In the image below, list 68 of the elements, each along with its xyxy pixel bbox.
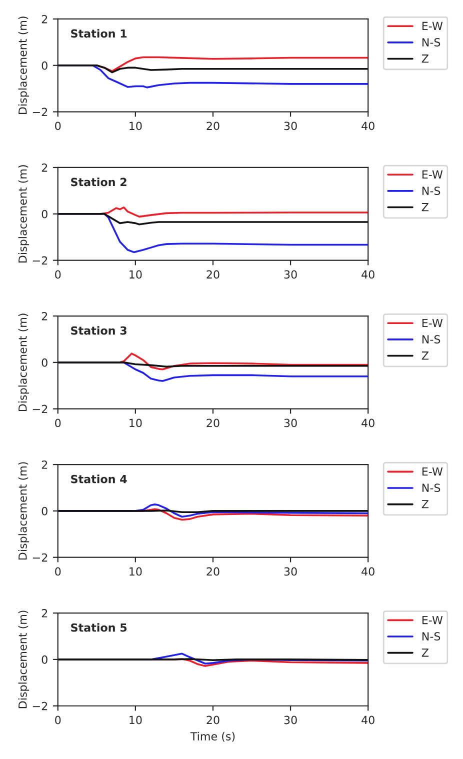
y-tick-label: −2	[32, 404, 48, 414]
x-tick-label: 40	[362, 716, 374, 724]
x-tick-label: 40	[362, 567, 374, 576]
x-tick-label: 20	[206, 567, 220, 576]
x-tick-label: 0	[55, 270, 61, 279]
x-tick-label: 20	[206, 418, 220, 428]
x-tick-label: 40	[362, 122, 374, 130]
x-tick-label: 20	[206, 716, 220, 724]
legend-label: E-W	[422, 22, 443, 30]
x-tick-label: 40	[362, 418, 374, 428]
x-tick-label: 10	[130, 418, 142, 428]
x-tick-label: 40	[362, 270, 374, 279]
x-tick-label: 0	[55, 122, 61, 130]
legend-label: N-S	[422, 632, 440, 641]
legend-label: E-W	[422, 467, 443, 476]
x-tick-label: 30	[284, 716, 297, 724]
y-tick-label: 2	[42, 460, 48, 469]
y-axis-title: Displacement (m)	[18, 462, 29, 560]
x-tick-label: 10	[130, 716, 142, 724]
line-series	[58, 213, 368, 226]
y-tick-label: −2	[32, 702, 48, 710]
x-tick-label: 30	[284, 418, 297, 428]
legend-label: Z	[422, 352, 428, 360]
y-axis-title: Displacement (m)	[18, 165, 29, 263]
x-tick-label: 20	[206, 270, 220, 279]
y-axis-title: Displacement (m)	[18, 610, 29, 708]
y-tick-label: −2	[32, 553, 48, 562]
x-tick-label: 0	[55, 716, 61, 724]
y-tick-label: −2	[32, 108, 48, 116]
x-axis-title: Time (s)	[190, 732, 235, 742]
y-tick-label: 0	[42, 358, 48, 367]
y-axis-title: Displacement (m)	[18, 16, 29, 114]
x-tick-label: 10	[130, 567, 142, 576]
legend-label: N-S	[422, 38, 440, 46]
legend-label: N-S	[422, 186, 440, 195]
legend-label: Z	[422, 54, 428, 63]
x-tick-label: 10	[130, 122, 142, 130]
text: Station 4	[71, 474, 127, 484]
x-tick-label: 10	[130, 270, 142, 279]
y-tick-label: −2	[32, 256, 48, 265]
line-series	[58, 64, 368, 74]
text: Station 1	[71, 29, 127, 38]
x-tick-label: 20	[206, 122, 220, 130]
text: Station 2	[71, 178, 126, 186]
x-tick-label: 30	[284, 122, 297, 130]
y-axis-title: Displacement (m)	[18, 314, 29, 412]
legend-label: N-S	[422, 484, 440, 492]
y-tick-label: 0	[42, 61, 48, 70]
legend-label: Z	[422, 648, 428, 657]
legend-label: Z	[422, 203, 428, 212]
legend-label: N-S	[422, 335, 440, 344]
text: Station 3	[71, 326, 126, 335]
y-tick-label: 0	[42, 655, 48, 664]
legend-label: E-W	[422, 170, 443, 179]
text: Station 5	[71, 623, 127, 632]
y-tick-label: 2	[42, 609, 48, 618]
x-tick-label: 0	[55, 567, 61, 576]
y-tick-label: 0	[42, 210, 48, 218]
legend-label: E-W	[422, 616, 443, 624]
y-tick-label: 0	[42, 506, 48, 516]
legend-label: E-W	[422, 318, 443, 328]
x-tick-label: 30	[284, 567, 297, 576]
x-tick-label: 30	[284, 270, 297, 279]
y-tick-label: 2	[42, 14, 48, 24]
y-tick-label: 2	[42, 163, 48, 172]
y-tick-label: 2	[42, 312, 48, 320]
x-tick-label: 0	[55, 418, 61, 428]
legend-label: Z	[422, 500, 428, 508]
